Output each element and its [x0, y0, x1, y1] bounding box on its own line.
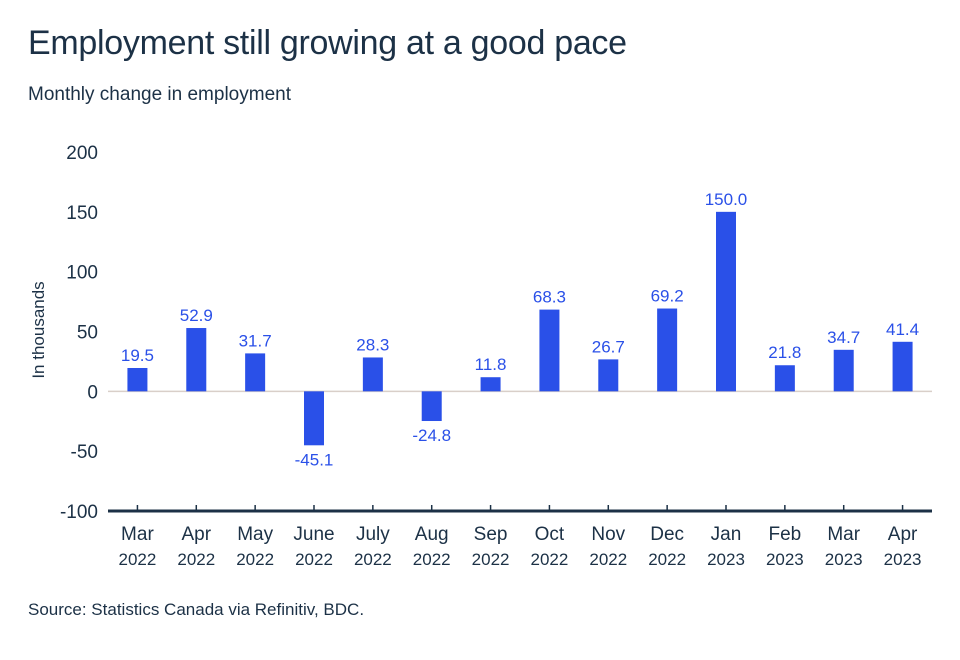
bar — [480, 377, 501, 392]
x-tick-label-year: 2022 — [472, 550, 510, 569]
bars: 19.5 52.9 31.7 -45.1 28.3 -24.8 11.8 68.3 26.7 69… — [121, 190, 919, 469]
x-tick-label-month: Jan — [711, 524, 742, 545]
data-label: 28.3 — [356, 335, 389, 354]
x-tick-label-year: 2022 — [177, 550, 215, 569]
y-tick-label: 100 — [66, 263, 98, 284]
x-tick-label-month: May — [237, 524, 273, 545]
x-tick-label-month: Mar — [121, 524, 154, 545]
bar — [716, 211, 736, 392]
x-tick-label-month: June — [293, 524, 334, 545]
y-tick-label: 50 — [77, 323, 98, 344]
bar — [774, 365, 795, 392]
x-axis: Mar 2022 Apr 2022 May 2022 June 2022 July 2022 Aug… — [108, 505, 932, 569]
data-label: 26.7 — [592, 337, 625, 356]
bar — [657, 308, 678, 392]
data-label: 11.8 — [475, 355, 507, 374]
x-tick-label-year: 2022 — [295, 550, 333, 569]
bar — [127, 367, 148, 392]
y-tick-label: -50 — [71, 442, 98, 463]
x-tick-label-year: 2022 — [589, 550, 627, 569]
bar — [598, 359, 619, 392]
data-label: 21.8 — [768, 343, 801, 362]
x-tick-label-year: 2022 — [119, 550, 157, 569]
x-tick-label-year: 2023 — [884, 550, 922, 569]
data-label: 52.9 — [180, 306, 213, 325]
data-label: 41.4 — [886, 320, 919, 339]
chart-title: Employment still growing at a good pace — [28, 24, 627, 62]
x-tick-label-month: Apr — [181, 524, 211, 545]
x-tick-label-year: 2022 — [236, 550, 274, 569]
bar — [833, 349, 854, 392]
data-label: 69.2 — [651, 287, 684, 306]
bar — [304, 391, 324, 446]
chart-subtitle: Monthly change in employment — [28, 84, 291, 105]
y-axis-label: In thousands — [29, 281, 48, 378]
x-tick-label-month: Feb — [768, 524, 801, 545]
x-tick-label-month: Oct — [535, 524, 565, 545]
data-label: 31.7 — [239, 331, 272, 350]
bar — [892, 341, 913, 392]
y-axis-ticks: 200 150 100 50 0 -50 -100 — [60, 143, 98, 523]
data-label: -45.1 — [295, 450, 334, 469]
x-tick-label-year: 2023 — [707, 550, 745, 569]
x-tick-label-month: Mar — [827, 524, 860, 545]
source-note: Source: Statistics Canada via Refinitiv,… — [28, 600, 365, 619]
x-tick-label-year: 2023 — [825, 550, 863, 569]
data-label: -24.8 — [412, 426, 451, 445]
y-tick-label: -100 — [60, 502, 98, 523]
x-tick-label-year: 2022 — [413, 550, 451, 569]
y-tick-label: 150 — [66, 203, 98, 224]
x-tick-label-year: 2022 — [354, 550, 392, 569]
data-label: 19.5 — [121, 346, 154, 365]
x-tick-label-month: Apr — [888, 524, 918, 545]
y-tick-label: 0 — [87, 382, 98, 403]
data-label: 68.3 — [533, 288, 566, 307]
bar — [421, 391, 442, 422]
bar — [186, 328, 207, 392]
bar — [362, 357, 383, 392]
x-tick-label-month: Nov — [591, 524, 625, 545]
x-tick-label-year: 2022 — [531, 550, 569, 569]
data-label: 150.0 — [705, 190, 748, 209]
x-tick-label-month: Dec — [650, 524, 684, 545]
bar — [245, 353, 266, 392]
bar — [539, 309, 560, 392]
x-tick-label-year: 2023 — [766, 550, 804, 569]
data-label: 34.7 — [827, 328, 860, 347]
x-tick-label-month: Sep — [474, 524, 508, 545]
x-tick-label-year: 2022 — [648, 550, 686, 569]
x-tick-label-month: July — [356, 524, 390, 545]
y-tick-label: 200 — [66, 143, 98, 164]
x-tick-label-month: Aug — [415, 524, 449, 545]
